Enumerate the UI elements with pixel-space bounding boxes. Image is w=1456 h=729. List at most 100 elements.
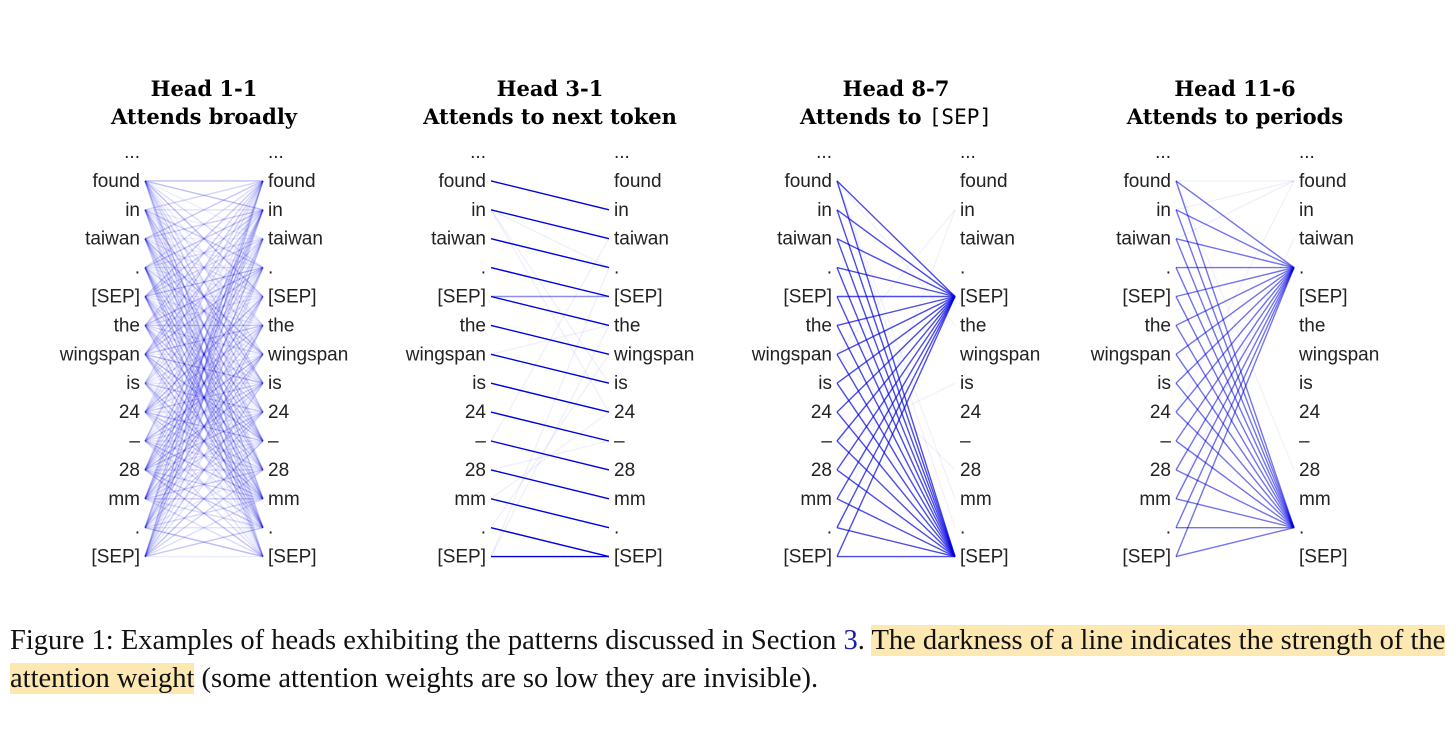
attention-line <box>1175 267 1295 500</box>
attention-line <box>144 353 264 557</box>
attention-line <box>1175 238 1295 500</box>
attention-line <box>490 324 610 355</box>
attention-line <box>144 267 264 500</box>
attention-line <box>144 238 264 269</box>
source-token: taiwan <box>85 229 140 250</box>
attention-line <box>144 382 264 413</box>
attention-line <box>490 353 610 384</box>
attention-line <box>144 296 264 471</box>
attention-line <box>144 469 264 529</box>
attention-head-panel: Head 11-6 Attends to periods... ... found fo… <box>1090 76 1380 568</box>
attention-line <box>144 324 264 471</box>
attention-line <box>144 267 264 528</box>
attention-line <box>144 267 264 557</box>
attention-line <box>144 382 264 529</box>
attention-line <box>144 411 264 558</box>
target-token: – <box>1299 431 1310 452</box>
attention-line <box>144 267 264 471</box>
attention-line <box>144 180 264 528</box>
attention-line <box>836 238 956 298</box>
attention-line <box>144 411 264 500</box>
attention-lines <box>490 180 610 558</box>
attention-line <box>836 295 956 355</box>
attention-line <box>1175 180 1295 413</box>
attention-line <box>490 498 610 529</box>
source-token: wingspan <box>59 344 140 365</box>
attention-line <box>144 180 264 413</box>
attention-line <box>836 296 956 529</box>
attention-line <box>144 296 264 557</box>
attention-line <box>144 353 264 500</box>
attention-line <box>144 209 264 240</box>
attention-line <box>144 180 264 326</box>
attention-line <box>1175 498 1295 529</box>
attention-line <box>144 180 264 500</box>
attention-line <box>144 180 264 471</box>
attention-line <box>144 295 264 413</box>
attention-line <box>836 325 956 557</box>
attention-line <box>144 296 264 471</box>
attention-line <box>144 498 264 558</box>
attention-line <box>1175 180 1295 269</box>
target-token: found <box>614 171 662 192</box>
attention-line <box>144 238 264 269</box>
target-token: taiwan <box>960 229 1015 250</box>
target-token: the <box>614 315 640 336</box>
attention-line <box>836 296 956 442</box>
attention-line <box>144 382 264 442</box>
target-token: . <box>268 258 273 279</box>
target-token: [SEP] <box>614 547 663 568</box>
attention-line <box>144 353 264 471</box>
attention-line <box>144 180 264 500</box>
target-token: mm <box>268 489 300 510</box>
attention-line <box>144 209 264 413</box>
source-token: ... <box>124 142 140 163</box>
section-reference-link[interactable]: 3 <box>843 625 858 656</box>
attention-head-panel: Head 3-1 Attends to next token... ... found… <box>405 76 695 568</box>
attention-line <box>144 266 264 327</box>
attention-line <box>1175 440 1295 529</box>
attention-line <box>144 324 264 355</box>
target-token: [SEP] <box>1299 287 1348 308</box>
source-token: 24 <box>811 402 833 423</box>
attention-line <box>144 180 264 211</box>
attention-line <box>836 353 956 557</box>
target-token: . <box>268 518 273 539</box>
target-token: mm <box>1299 489 1331 510</box>
attention-line <box>144 296 264 557</box>
attention-line <box>144 382 264 442</box>
source-token: found <box>92 171 140 192</box>
attention-line <box>144 209 264 298</box>
attention-line <box>144 209 264 240</box>
attention-line <box>1175 180 1295 211</box>
source-token: ... <box>816 142 832 163</box>
source-token: . <box>481 258 486 279</box>
attention-line <box>144 238 264 528</box>
attention-line <box>144 180 264 528</box>
target-token: the <box>268 315 294 336</box>
attention-line <box>144 180 264 269</box>
source-token: . <box>1166 518 1171 539</box>
target-token: in <box>268 200 283 221</box>
source-token: found <box>1123 171 1171 192</box>
attention-line <box>490 180 610 211</box>
attention-lines <box>1175 180 1295 558</box>
attention-line <box>144 469 264 500</box>
attention-line <box>1175 411 1295 529</box>
attention-line <box>144 209 264 528</box>
attention-line <box>144 238 264 442</box>
attention-line <box>144 238 264 326</box>
attention-line <box>144 353 264 442</box>
source-token: ... <box>470 142 486 163</box>
attention-line <box>144 498 264 529</box>
attention-line <box>144 238 264 355</box>
attention-line <box>144 411 264 529</box>
target-token: taiwan <box>614 229 669 250</box>
attention-line <box>490 209 610 240</box>
source-token: found <box>784 171 832 192</box>
attention-line <box>1175 469 1295 529</box>
source-token: taiwan <box>777 229 832 250</box>
caption-suffix: (some attention weights are so low they … <box>194 663 819 694</box>
attention-line <box>144 180 264 557</box>
attention-line <box>1175 325 1295 529</box>
